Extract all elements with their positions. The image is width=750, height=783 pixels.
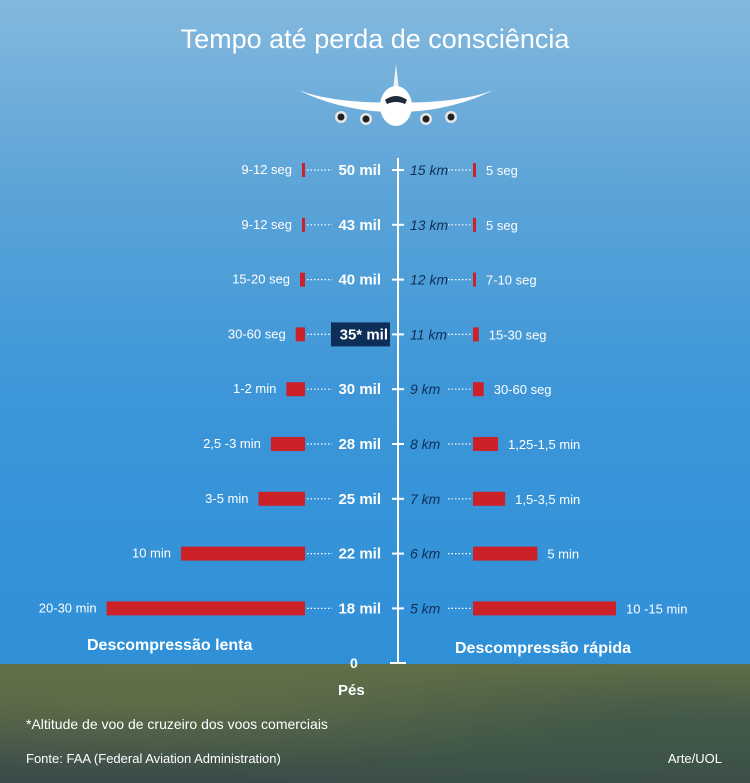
- rapid-bar: [473, 601, 616, 616]
- rapid-bar: [473, 546, 538, 561]
- rapid-time-label: 7-10 seg: [486, 273, 537, 288]
- slow-time-label: 15-20 seg: [232, 272, 290, 287]
- altitude-label: 40 mil: [338, 272, 381, 289]
- altitude-label: 50 mil: [338, 162, 381, 179]
- rapid-time-label: 1,5-3,5 min: [515, 492, 580, 507]
- altitude-label: 22 mil: [338, 546, 381, 563]
- axis-zero-label: 0: [350, 655, 358, 671]
- slow-time-label: 9-12 seg: [241, 162, 292, 177]
- source-note: Fonte: FAA (Federal Aviation Administrat…: [26, 751, 281, 766]
- airplane-cockpit: [385, 96, 407, 104]
- altitude-label: 18 mil: [338, 600, 381, 617]
- rapid-bar: [473, 217, 476, 232]
- airplane-engine: [422, 115, 430, 123]
- slow-bar: [106, 601, 305, 616]
- slow-bar: [302, 163, 305, 177]
- altitude-label: 25 mil: [338, 491, 381, 508]
- rapid-bar: [473, 327, 479, 342]
- slow-bar: [270, 437, 305, 451]
- airplane-illustration: [299, 64, 493, 126]
- airplane-fuselage: [380, 86, 412, 126]
- slow-time-label: 10 min: [132, 546, 171, 561]
- rapid-decompression-heading: Descompressão rápida: [455, 640, 632, 657]
- km-label: 13 km: [410, 217, 448, 233]
- chart-title: Tempo até perda de consciência: [180, 24, 570, 54]
- altitude-label: 35* mil: [340, 326, 388, 343]
- altitude-label: 43 mil: [338, 217, 381, 234]
- rapid-time-label: 30-60 seg: [494, 382, 552, 397]
- rapid-time-label: 5 seg: [486, 163, 518, 178]
- slow-time-label: 20-30 min: [39, 600, 97, 615]
- slow-bar: [302, 217, 305, 232]
- airplane-tail: [393, 64, 399, 90]
- slow-decompression-heading: Descompressão lenta: [87, 637, 253, 654]
- axis-unit-label: Pés: [338, 682, 365, 699]
- rapid-bar: [473, 272, 476, 287]
- altitude-label: 30 mil: [338, 381, 381, 398]
- airplane-engine: [362, 115, 370, 123]
- km-label: 15 km: [410, 162, 448, 178]
- rapid-bar: [473, 163, 476, 177]
- airplane-engine: [337, 113, 345, 121]
- altitude-label: 28 mil: [338, 436, 381, 453]
- airplane-engine: [447, 113, 455, 121]
- credit-note: Arte/UOL: [667, 751, 722, 766]
- footnote: *Altitude de voo de cruzeiro dos voos co…: [26, 716, 328, 732]
- rapid-time-label: 10 -15 min: [626, 601, 687, 616]
- rapid-bar: [473, 437, 499, 451]
- slow-bar: [286, 382, 305, 397]
- rapid-time-label: 1,25-1,5 min: [508, 437, 580, 452]
- slow-bar: [295, 327, 305, 342]
- km-label: 12 km: [410, 272, 448, 288]
- ground-background: [0, 664, 750, 783]
- km-label: 11 km: [410, 326, 447, 342]
- rapid-time-label: 5 min: [547, 547, 579, 562]
- slow-bar: [258, 491, 305, 506]
- airplane-wing-left: [299, 90, 396, 112]
- km-label: 6 km: [410, 546, 441, 562]
- rapid-time-label: 15-30 seg: [489, 327, 547, 342]
- rapid-time-label: 5 seg: [486, 218, 518, 233]
- slow-bar: [181, 546, 305, 561]
- slow-time-label: 1-2 min: [233, 381, 276, 396]
- airplane-wing-right: [396, 90, 493, 112]
- km-label: 9 km: [410, 381, 441, 397]
- cruise-altitude-highlight: [331, 322, 390, 347]
- slow-time-label: 30-60 seg: [228, 326, 286, 341]
- km-label: 8 km: [410, 436, 441, 452]
- chart-plot-area: 50 mil 15 km 9-12 seg 5 seg 43 mil 13 km 9-12 …: [39, 162, 687, 617]
- km-label: 7 km: [410, 491, 441, 507]
- km-label: 5 km: [410, 600, 441, 616]
- rapid-bar: [473, 491, 506, 506]
- slow-time-label: 2,5 -3 min: [203, 436, 261, 451]
- rapid-bar: [473, 382, 484, 397]
- slow-bar: [300, 272, 305, 287]
- slow-time-label: 9-12 seg: [241, 217, 292, 232]
- slow-time-label: 3-5 min: [205, 491, 248, 506]
